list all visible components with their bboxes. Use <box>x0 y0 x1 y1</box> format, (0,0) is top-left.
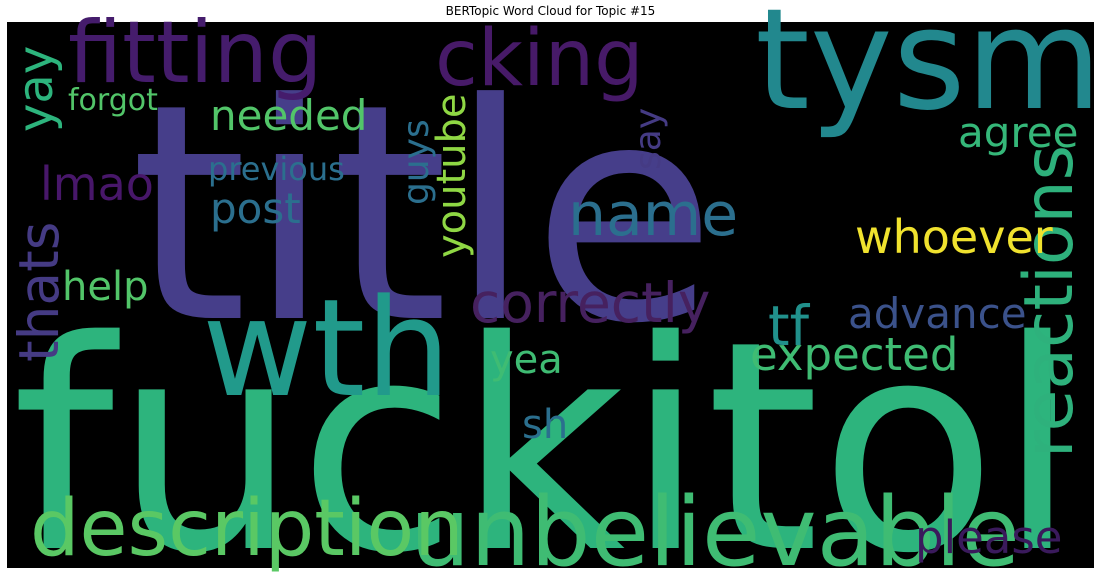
word-agree: agree <box>958 108 1078 157</box>
word-sh: sh <box>522 402 568 448</box>
word-wth: wth <box>202 270 451 427</box>
word-lmao: lmao <box>40 157 154 211</box>
word-help: help <box>62 264 148 310</box>
word-needed: needed <box>210 91 367 140</box>
word-guys: guys <box>396 119 437 205</box>
word-yea: yea <box>490 337 563 383</box>
word-correctly: correctly <box>470 271 710 335</box>
word-forgot: forgot <box>68 83 158 118</box>
word-cking: cking <box>435 14 644 104</box>
word-yay: yay <box>8 46 64 132</box>
word-name: name <box>568 180 738 250</box>
word-whoever: whoever <box>855 210 1053 264</box>
word-advance: advance <box>848 289 1027 338</box>
word-previous: previous <box>208 150 345 188</box>
word-description: description <box>30 484 464 574</box>
word-say: say <box>628 108 669 170</box>
word-please: please <box>915 511 1062 564</box>
word-post: post <box>210 184 301 233</box>
